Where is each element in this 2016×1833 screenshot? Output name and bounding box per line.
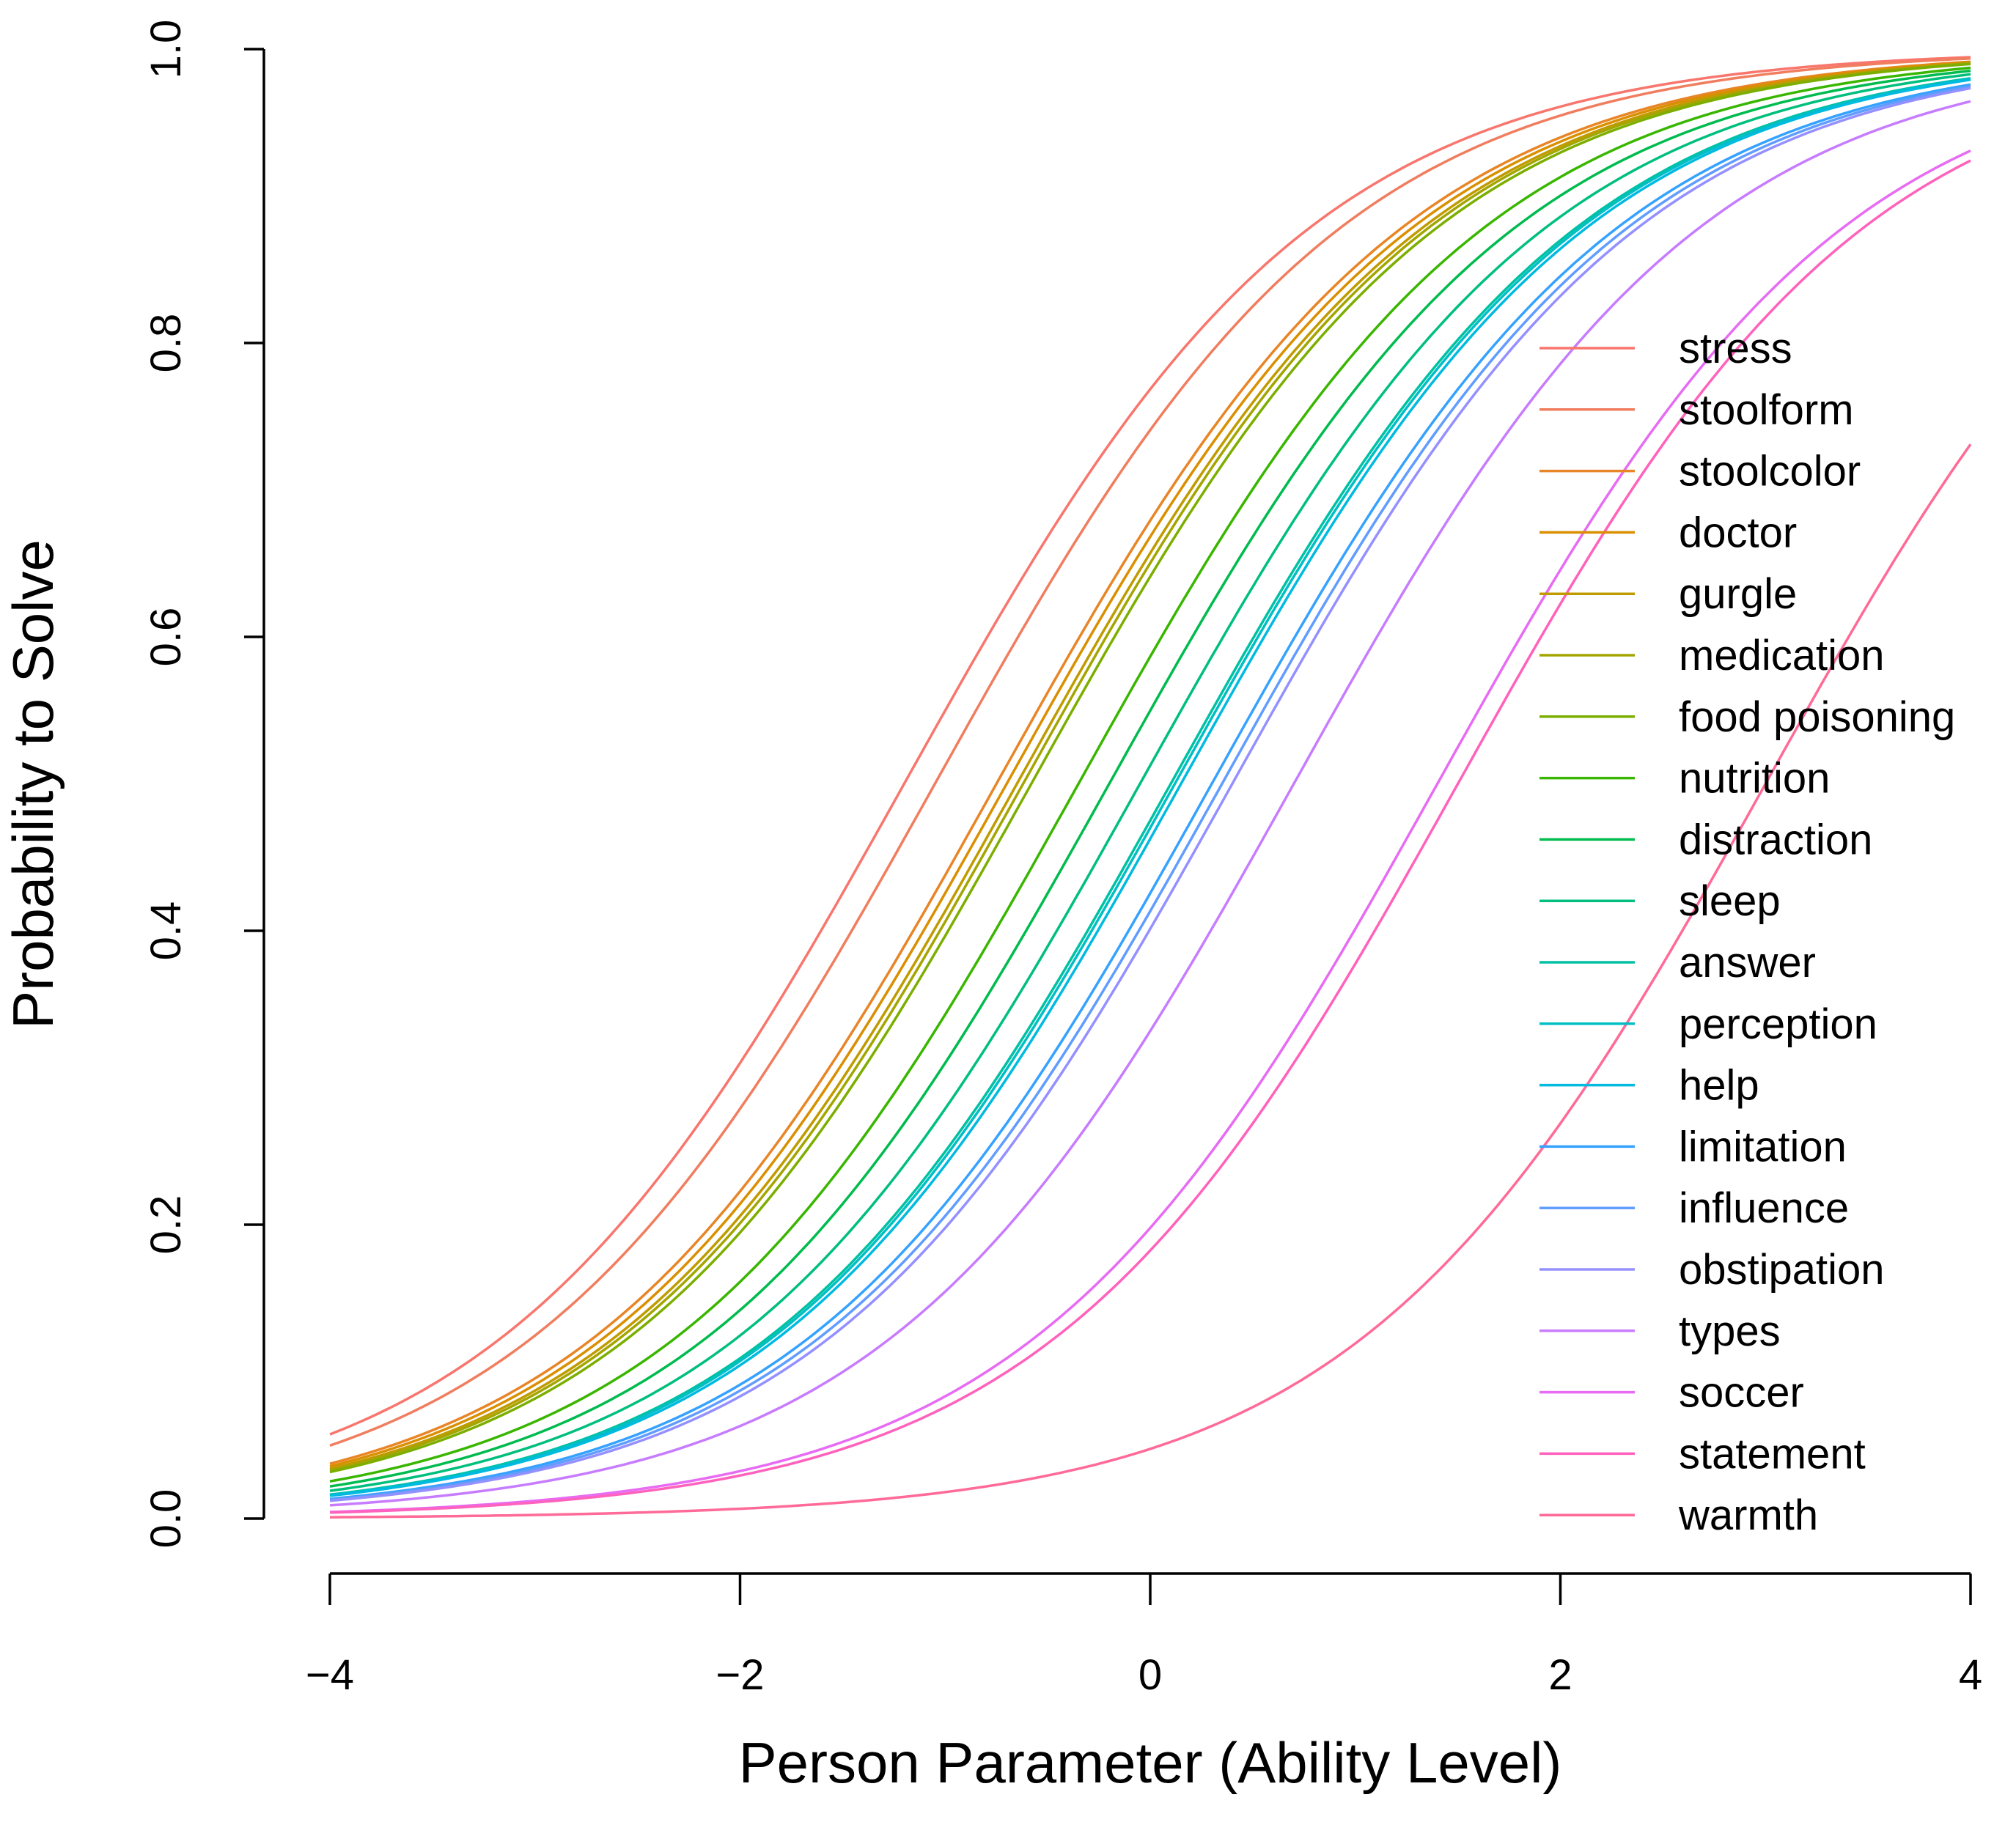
legend-label-answer: answer [1679,939,1816,986]
legend-label-help: help [1679,1062,1759,1110]
legend-label-stoolcolor: stoolcolor [1679,448,1861,495]
curve-gurgle [329,62,1971,1470]
x-tick-label: −4 [306,1651,354,1699]
legend-label-limitation: limitation [1679,1123,1847,1170]
x-tick-label: 2 [1548,1651,1572,1699]
legend-label-gurgle: gurgle [1679,570,1797,618]
legend: stress stoolform stoolcolor doctor gurgle med… [1539,325,1955,1539]
legend-label-distraction: distraction [1679,816,1872,863]
legend-label-types: types [1679,1308,1781,1355]
y-tick-label: 0.2 [142,1195,190,1255]
curve-nutrition [329,66,1971,1483]
legend-label-food-poisoning: food poisoning [1679,693,1955,741]
y-tick-label: 0.4 [142,901,190,961]
legend-label-warmth: warmth [1678,1491,1818,1539]
curve-stoolform [329,57,1971,1447]
curve-answer [329,77,1971,1497]
curve-food-poisoning [329,62,1971,1474]
curve-distraction [329,69,1971,1488]
legend-label-influence: influence [1679,1184,1849,1232]
legend-label-sleep: sleep [1679,877,1781,925]
legend-label-soccer: soccer [1679,1369,1804,1417]
curve-doctor [329,61,1971,1468]
legend-label-doctor: doctor [1679,509,1797,556]
x-tick-label: −2 [715,1651,764,1699]
curve-obstipation [329,86,1971,1502]
curve-perception [329,77,1971,1497]
curve-sleep [329,73,1971,1492]
curve-help [329,78,1971,1497]
x-axis-title: Person Parameter (Ability Level) [739,1730,1562,1795]
legend-label-obstipation: obstipation [1679,1246,1885,1294]
curve-stoolcolor [329,60,1971,1465]
y-tick-label: 0.8 [142,314,190,373]
curve-warmth [329,443,1972,1519]
y-tick-label: 0.6 [142,608,190,667]
curve-group [329,56,1972,1519]
x-tick-label: 4 [1959,1651,1982,1699]
legend-label-medication: medication [1679,632,1884,679]
y-axis-title: Probability to Solve [1,539,65,1029]
curve-limitation [329,83,1971,1500]
legend-label-perception: perception [1679,1000,1877,1048]
legend-label-nutrition: nutrition [1679,755,1830,803]
curve-types [329,100,1971,1507]
legend-label-stoolform: stoolform [1679,386,1854,434]
x-tick-label: 0 [1138,1651,1162,1699]
curve-soccer [329,150,1971,1513]
y-tick-label: 1.0 [142,20,190,79]
curve-stress [329,56,1971,1436]
x-axis: −4 −2 0 2 4 [306,1572,1982,1699]
legend-label-statement: statement [1679,1430,1866,1478]
legend-label-stress: stress [1679,325,1792,372]
y-tick-label: 0.0 [142,1489,190,1549]
curve-statement [329,159,1971,1514]
curve-medication [329,62,1971,1472]
curve-influence [329,85,1971,1502]
y-axis: 0.0 0.2 0.4 0.6 0.8 1.0 [142,20,265,1549]
